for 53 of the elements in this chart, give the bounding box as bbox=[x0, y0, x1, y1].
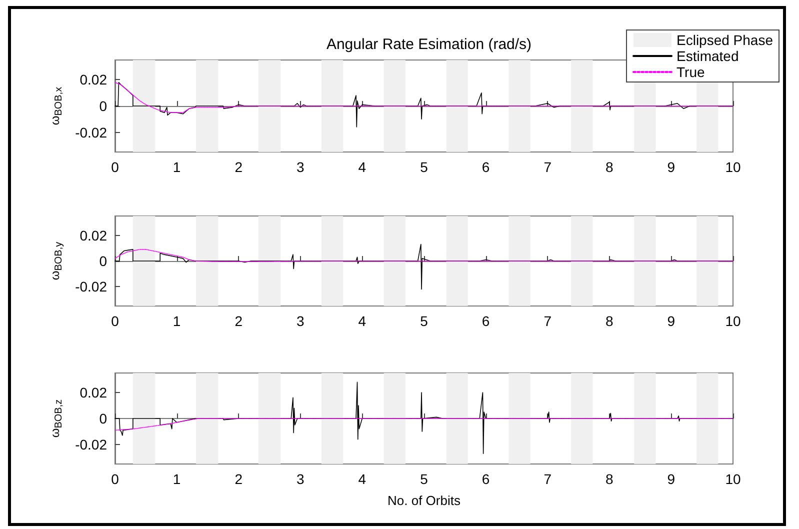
y-tick-label: 0.02 bbox=[80, 72, 108, 88]
x-tick-label: 1 bbox=[172, 471, 181, 487]
y-tick-label: 0.02 bbox=[80, 384, 108, 400]
x-tick-label: 0 bbox=[111, 159, 120, 175]
x-tick-label: 10 bbox=[725, 159, 741, 175]
x-tick-label: 10 bbox=[725, 471, 741, 487]
legend-label: Estimated bbox=[676, 48, 739, 64]
x-tick-label: 4 bbox=[358, 313, 366, 329]
y-tick-label: -0.02 bbox=[75, 278, 108, 295]
x-tick-label: 0 bbox=[111, 313, 120, 329]
x-tick-label: 8 bbox=[606, 471, 614, 487]
x-tick-label: 1 bbox=[172, 313, 181, 329]
x-tick-label: 5 bbox=[420, 471, 428, 487]
x-tick-label: 3 bbox=[296, 159, 304, 175]
legend-label: Eclipsed Phase bbox=[676, 32, 774, 48]
x-tick-label: 7 bbox=[544, 159, 552, 175]
y-axis-title: ωBOB,y bbox=[48, 242, 65, 280]
x-tick-label: 4 bbox=[358, 471, 366, 487]
x-tick-label: 10 bbox=[725, 313, 741, 329]
line-series bbox=[114, 82, 734, 113]
y-axis-title: ωBOB,z bbox=[48, 399, 65, 438]
x-tick-label: 3 bbox=[296, 471, 304, 487]
x-tick-label: 6 bbox=[482, 471, 490, 487]
x-tick-label: 0 bbox=[111, 471, 120, 487]
x-tick-label: 2 bbox=[234, 159, 243, 175]
x-tick-label: 6 bbox=[482, 313, 490, 329]
x-tick-label: 5 bbox=[420, 313, 428, 329]
y-tick-label: 0 bbox=[99, 410, 108, 426]
y-tick-label: -0.02 bbox=[75, 436, 108, 452]
x-tick-label: 9 bbox=[667, 471, 676, 487]
y-tick-label: 0 bbox=[99, 98, 108, 114]
x-tick-label: 3 bbox=[296, 313, 304, 329]
chart-title: Angular Rate Esimation (rad/s) bbox=[326, 36, 532, 53]
y-tick-label: 0 bbox=[99, 253, 108, 269]
y-tick-label: -0.02 bbox=[75, 124, 108, 140]
legend-label: True bbox=[676, 64, 705, 80]
x-tick-label: 9 bbox=[667, 313, 676, 329]
x-tick-label: 8 bbox=[606, 313, 614, 329]
x-tick-label: 8 bbox=[606, 159, 614, 175]
x-tick-label: 5 bbox=[420, 159, 428, 175]
y-axis-title: ωBOB,x bbox=[48, 86, 65, 126]
x-tick-label: 2 bbox=[234, 471, 243, 487]
x-tick-label: 4 bbox=[358, 159, 366, 175]
x-tick-label: 9 bbox=[667, 159, 676, 175]
x-axis-title: No. of Orbits bbox=[388, 493, 461, 508]
x-tick-label: 6 bbox=[482, 159, 490, 175]
line-series bbox=[114, 418, 734, 431]
x-tick-label: 7 bbox=[544, 471, 552, 487]
x-tick-label: 2 bbox=[234, 313, 243, 329]
line-series bbox=[114, 249, 734, 262]
y-tick-label: 0.02 bbox=[80, 227, 108, 244]
x-tick-label: 7 bbox=[544, 313, 552, 329]
x-tick-label: 1 bbox=[172, 159, 181, 175]
